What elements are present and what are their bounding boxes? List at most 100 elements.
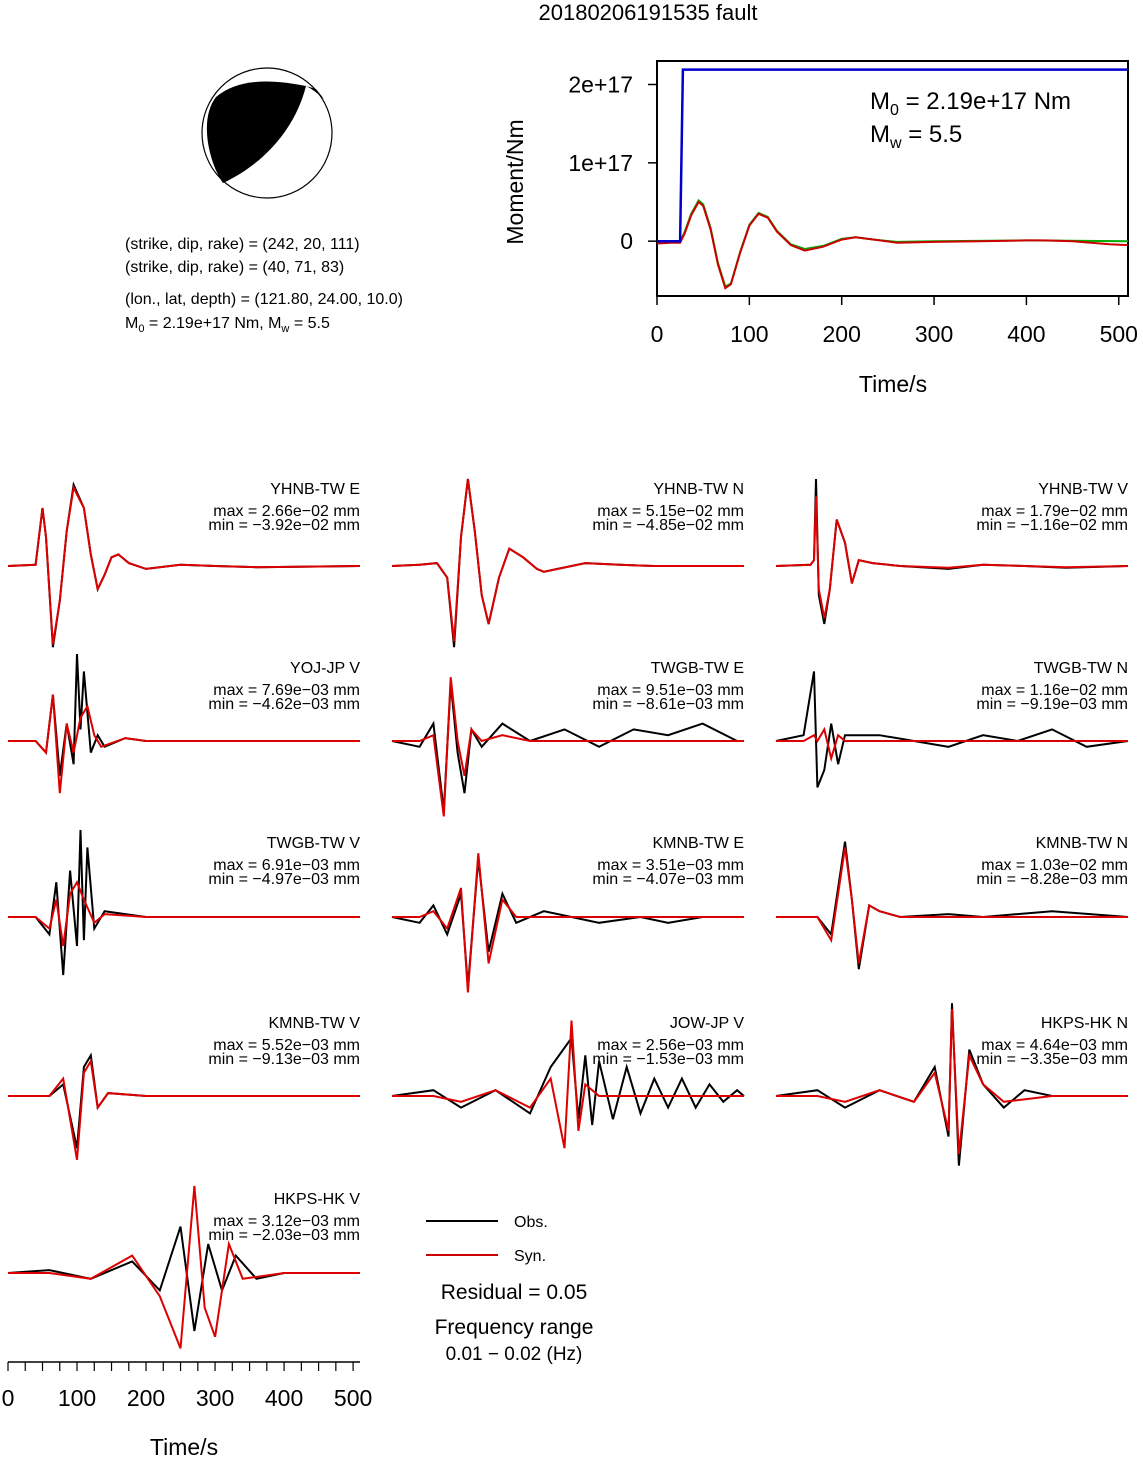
syn-trace <box>391 478 744 642</box>
waveform-xlabel: Time/s <box>150 1434 218 1458</box>
moment-xtick-label: 500 <box>1100 321 1138 347</box>
station-label: HKPS-HK N <box>1041 1015 1128 1032</box>
waveform-xtick-label: 200 <box>127 1385 165 1411</box>
station-min: min = −4.85e−02 mm <box>592 517 744 534</box>
station-max: max = 5.52e−03 mm <box>213 1037 360 1054</box>
beachball-focal-mechanism-icon <box>201 67 333 199</box>
waveform-xtick-label: 400 <box>265 1385 303 1411</box>
syn-trace <box>775 496 1129 619</box>
waveform-time-axis: 0 100 200 300 400 500 <box>2 1361 372 1411</box>
station-max: max = 1.79e−02 mm <box>981 503 1128 520</box>
moment-chart-frame <box>656 60 1129 297</box>
station-label: KMNB-TW V <box>268 1015 360 1032</box>
station-min: min = −4.97e−03 mm <box>208 871 360 888</box>
info-m0-value: = 2.19e+17 Nm, M <box>144 315 281 332</box>
syn-trace <box>392 677 744 817</box>
waveform-xtick-label: 300 <box>196 1385 234 1411</box>
moment-xtick-label: 100 <box>730 321 768 347</box>
station-min: min = −9.13e−03 mm <box>208 1051 360 1068</box>
waveform-xtick-label: 0 <box>2 1385 15 1411</box>
legend-obs-label: Obs. <box>514 1214 548 1231</box>
legend-syn-label: Syn. <box>514 1248 546 1265</box>
residual-text: Residual = 0.05 <box>441 1281 588 1304</box>
syn-trace <box>392 853 744 993</box>
station-max: max = 2.66e−02 mm <box>213 503 360 520</box>
obs-trace <box>8 1052 360 1149</box>
legend: Obs. Syn. Residual = 0.05 Frequency rang… <box>426 1214 593 1365</box>
frequency-range-title: Frequency range <box>435 1316 594 1339</box>
station-label: TWGB-TW V <box>267 835 361 852</box>
syn-trace <box>776 726 1128 763</box>
moment-annotation-mw-sub: w <box>889 135 902 152</box>
moment-xlabel: Time/s <box>859 371 927 397</box>
station-max: max = 2.56e−03 mm <box>597 1037 744 1054</box>
info-line-moment: M0 = 2.19e+17 Nm, Mw = 5.5 <box>125 315 330 335</box>
moment-xtick-label: 300 <box>915 321 953 347</box>
info-line-3: (lon., lat, depth) = (121.80, 24.00, 10.… <box>125 291 403 308</box>
station-max: max = 4.64e−03 mm <box>981 1037 1128 1054</box>
station-min: min = −8.28e−03 mm <box>976 871 1128 888</box>
info-m0-sub: 0 <box>138 323 144 335</box>
station-label: KMNB-TW N <box>1036 835 1128 852</box>
syn-trace <box>8 879 360 947</box>
frequency-range-value: 0.01 − 0.02 (Hz) <box>446 1344 583 1365</box>
syn-trace <box>8 694 360 794</box>
info-line-1: (strike, dip, rake) = (242, 20, 111) <box>125 236 360 253</box>
obs-trace <box>775 478 1129 625</box>
syn-trace <box>776 1008 1128 1155</box>
station-max: max = 5.15e−02 mm <box>597 503 744 520</box>
moment-annotation-m0: M0 = 2.19e+17 Nm <box>870 88 1071 119</box>
station-min: min = −4.07e−03 mm <box>592 871 744 888</box>
station-min: min = −9.19e−03 mm <box>976 696 1128 713</box>
moment-axes: 0 100 200 300 400 500 0 1e+17 2e+17 <box>568 72 1138 348</box>
station-min: min = −2.03e−03 mm <box>208 1227 360 1244</box>
moment-ylabel: Moment/Nm <box>502 119 528 244</box>
station-label: YOJ-JP V <box>290 660 360 677</box>
moment-series-line-2 <box>656 198 1129 289</box>
station-label: JOW-JP V <box>670 1015 744 1032</box>
station-min: min = −3.35e−03 mm <box>976 1051 1128 1068</box>
station-max: max = 6.91e−03 mm <box>213 857 360 874</box>
waveform-xtick-label: 500 <box>334 1385 372 1411</box>
moment-annotation-m0-text: = 2.19e+17 Nm <box>899 88 1071 115</box>
moment-annotation-mw-text: = 5.5 <box>902 121 963 148</box>
obs-trace <box>775 671 1129 788</box>
station-max: max = 7.69e−03 mm <box>213 682 360 699</box>
moment-ytick-label: 0 <box>620 228 633 254</box>
info-mw-value: = 5.5 <box>289 315 330 332</box>
syn-trace <box>8 1185 360 1349</box>
station-min: min = −1.53e−03 mm <box>592 1051 744 1068</box>
syn-trace <box>776 847 1128 964</box>
info-line-2: (strike, dip, rake) = (40, 71, 83) <box>125 259 344 276</box>
moment-series-group <box>656 68 1129 290</box>
station-max: max = 1.03e−02 mm <box>981 857 1128 874</box>
obs-trace <box>775 1003 1128 1166</box>
station-label: YHNB-TW N <box>653 481 744 498</box>
station-min: min = −8.61e−03 mm <box>592 696 744 713</box>
moment-annotation-m0-sub: 0 <box>890 102 899 119</box>
moment-xtick-label: 0 <box>651 321 664 347</box>
moment-series-line-0 <box>657 68 1128 243</box>
moment-xtick-label: 200 <box>823 321 861 347</box>
station-min: min = −3.92e−02 mm <box>208 517 360 534</box>
moment-annotation-mw: Mw = 5.5 <box>870 121 962 152</box>
syn-trace <box>392 1020 744 1149</box>
moment-ytick-label: 1e+17 <box>568 150 633 176</box>
station-label: YHNB-TW E <box>270 481 360 498</box>
moment-series-line-1 <box>656 200 1129 290</box>
moment-ytick-label: 2e+17 <box>568 72 633 98</box>
obs-trace <box>391 858 744 987</box>
